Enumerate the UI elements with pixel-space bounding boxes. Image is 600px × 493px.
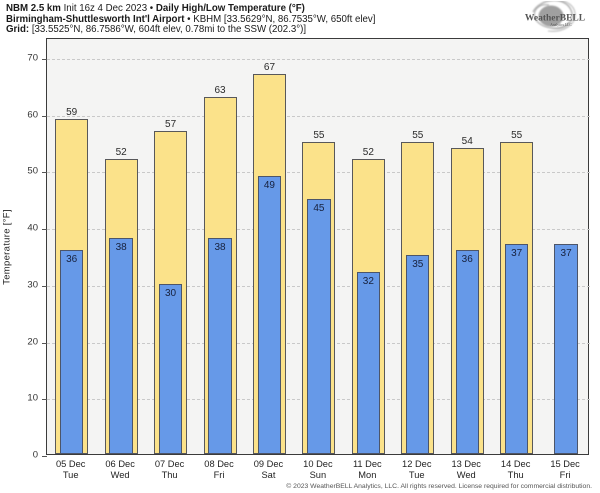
- svg-text:Analytics LLC: Analytics LLC: [550, 23, 572, 27]
- svg-text:WeatherBELL: WeatherBELL: [525, 14, 585, 24]
